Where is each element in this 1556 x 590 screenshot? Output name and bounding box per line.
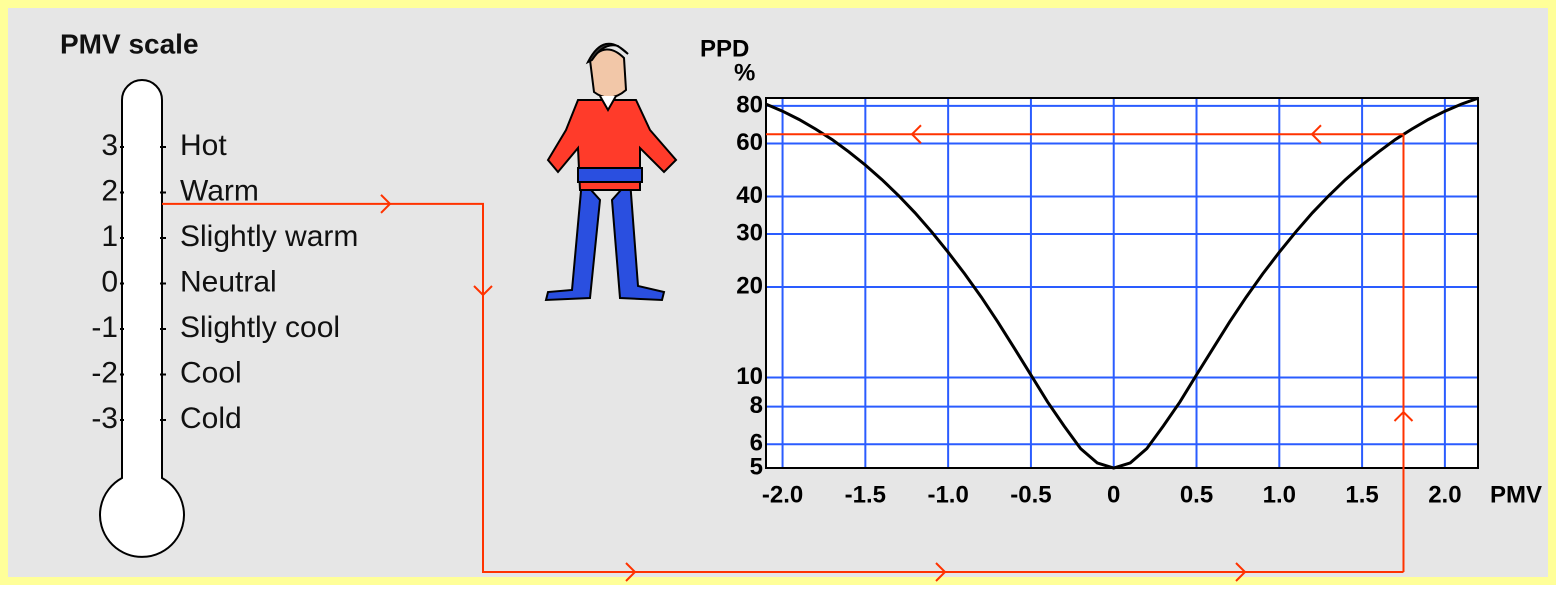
x-tick-label: -1.5 (845, 481, 886, 508)
arrow-head (1310, 124, 1322, 144)
y-axis-title: PPD (700, 35, 749, 62)
plot-frame (765, 97, 1479, 469)
y-tick-label: 60 (736, 129, 763, 156)
scale-label: Cold (180, 402, 242, 435)
y-tick-label: 5 (750, 453, 763, 480)
arrow-head (380, 194, 392, 214)
arrow-head (910, 124, 922, 144)
arrow-head (935, 562, 947, 582)
scale-value: -2 (91, 356, 118, 389)
ppd-curve (765, 96, 1479, 470)
x-tick-label: 1.5 (1345, 481, 1378, 508)
x-tick-label: -2.0 (762, 481, 803, 508)
scale-value: 1 (101, 220, 118, 253)
scale-label: Slightly warm (180, 220, 358, 253)
scale-label: Hot (180, 129, 227, 162)
y-tick-label: 30 (736, 219, 763, 246)
x-tick-label: 0.5 (1180, 481, 1213, 508)
y-tick-label: 10 (736, 363, 763, 390)
x-tick-label: 1.0 (1263, 481, 1296, 508)
thermometer-tube (99, 79, 185, 558)
x-tick-label: -1.0 (927, 481, 968, 508)
scale-label: Slightly cool (180, 311, 340, 344)
scale-value: -3 (91, 402, 118, 435)
scale-value: 3 (101, 129, 118, 162)
thermometer-title: PMV scale (60, 28, 199, 59)
scale-value: 2 (101, 174, 118, 207)
pmv-path (162, 202, 1404, 573)
x-tick-label: -0.5 (1010, 481, 1051, 508)
x-axis-title: PMV (1490, 481, 1542, 508)
person-figure (544, 42, 678, 302)
arrow-head (473, 285, 493, 297)
scale-value: -1 (91, 311, 118, 344)
y-tick-label: 8 (750, 392, 763, 419)
y-tick-label: 20 (736, 272, 763, 299)
arrow-head (625, 562, 637, 582)
y-tick-label: 80 (736, 91, 763, 118)
y-axis-unit: % (734, 59, 755, 86)
plot-area (765, 97, 1479, 469)
scale-label: Cool (180, 356, 242, 389)
x-tick-label: 0 (1107, 481, 1120, 508)
y-tick-label: 40 (736, 182, 763, 209)
scale-label: Warm (180, 174, 259, 207)
scale-value: 0 (101, 265, 118, 298)
x-tick-label: 2.0 (1428, 481, 1461, 508)
arrow-head (1393, 410, 1414, 422)
arrow-head (1235, 562, 1247, 582)
scale-label: Neutral (180, 265, 277, 298)
y-tick-label: 6 (750, 430, 763, 457)
